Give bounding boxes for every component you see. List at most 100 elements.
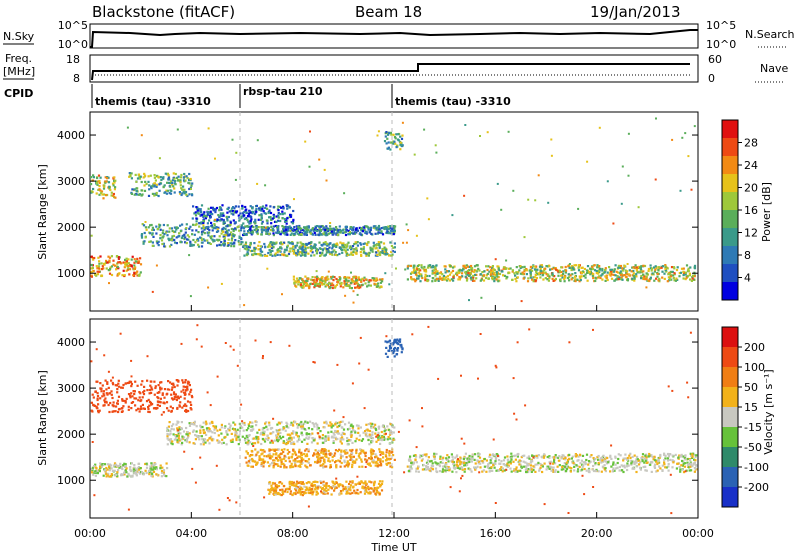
heatmap-cell xyxy=(108,466,110,468)
heatmap-cell xyxy=(447,278,449,280)
heatmap-cell xyxy=(544,268,546,270)
heatmap-cell xyxy=(436,278,438,280)
heatmap-cell xyxy=(175,173,177,175)
heatmap-cell xyxy=(167,178,169,180)
heatmap-cell xyxy=(341,244,343,246)
heatmap-cell xyxy=(148,175,150,177)
heatmap-cell xyxy=(394,143,396,145)
heatmap-cell xyxy=(380,463,382,465)
heatmap-cell xyxy=(215,226,217,228)
heatmap-cell xyxy=(273,466,275,468)
heatmap-cell xyxy=(152,241,154,243)
heatmap-cell xyxy=(275,457,277,459)
heatmap-cell xyxy=(619,267,621,269)
heatmap-cell xyxy=(91,264,93,266)
heatmap-cell xyxy=(565,266,567,268)
heatmap-cell xyxy=(284,455,286,457)
heatmap-cell xyxy=(248,222,250,224)
heatmap-cell xyxy=(573,469,575,471)
heatmap-cell xyxy=(226,225,228,227)
heatmap-cell xyxy=(340,466,342,468)
heatmap-cell xyxy=(280,242,282,244)
heatmap-cell xyxy=(206,239,208,241)
heatmap-cell xyxy=(233,245,235,247)
heatmap-cell xyxy=(195,217,197,219)
heatmap-cell xyxy=(163,472,165,474)
heatmap-cell xyxy=(431,280,433,282)
heatmap-cell xyxy=(390,132,392,134)
heatmap-cell xyxy=(661,271,663,273)
heatmap-cell xyxy=(604,271,606,273)
heatmap-cell xyxy=(504,275,506,277)
heatmap-cell xyxy=(546,278,548,280)
heatmap-cell xyxy=(622,270,624,272)
heatmap-cell xyxy=(263,427,265,429)
heatmap-cell xyxy=(289,460,291,462)
colorbar-tick-label: 4 xyxy=(744,272,751,285)
heatmap-cell xyxy=(272,218,274,220)
heatmap-cell xyxy=(275,434,277,436)
heatmap-cell xyxy=(480,273,482,275)
heatmap-cell xyxy=(203,227,205,229)
heatmap-cell xyxy=(620,265,622,267)
heatmap-cell xyxy=(535,271,537,273)
heatmap-cell xyxy=(638,271,640,273)
heatmap-cell xyxy=(344,244,346,246)
heatmap-cell xyxy=(343,460,345,462)
heatmap-cell xyxy=(233,242,235,244)
heatmap-cell xyxy=(428,218,430,220)
heatmap-cell xyxy=(263,461,265,463)
heatmap-cell xyxy=(197,238,199,240)
heatmap-cell xyxy=(684,132,686,134)
heatmap-cell xyxy=(393,426,395,428)
heatmap-cell xyxy=(402,242,404,244)
heatmap-cell xyxy=(151,224,153,226)
heatmap-cell xyxy=(308,458,310,460)
heatmap-cell xyxy=(125,383,127,385)
heatmap-cell xyxy=(355,247,357,249)
heatmap-cell xyxy=(527,199,529,201)
heatmap-cell xyxy=(673,267,675,269)
heatmap-cell xyxy=(680,272,682,274)
heatmap-cell xyxy=(379,247,381,249)
heatmap-cell xyxy=(290,234,292,236)
heatmap-cell xyxy=(243,214,245,216)
heatmap-cell xyxy=(146,472,148,474)
heatmap-cell xyxy=(268,216,270,218)
heatmap-cell xyxy=(510,267,512,269)
heatmap-cell xyxy=(189,441,191,443)
heatmap-cell xyxy=(532,265,534,267)
heatmap-cell xyxy=(466,279,468,281)
heatmap-cell xyxy=(167,224,169,226)
colorbar-swatch xyxy=(722,282,738,301)
heatmap-cell xyxy=(219,235,221,237)
heatmap-cell xyxy=(360,426,362,428)
heatmap-cell xyxy=(333,432,335,434)
heatmap-cell xyxy=(160,398,162,400)
heatmap-cell xyxy=(251,458,253,460)
heatmap-cell xyxy=(346,253,348,255)
heatmap-cell xyxy=(230,231,232,233)
heatmap-cell xyxy=(320,229,322,231)
heatmap-cell xyxy=(344,295,346,297)
heatmap-cell xyxy=(305,247,307,249)
heatmap-cell xyxy=(359,457,361,459)
heatmap-cell xyxy=(161,467,163,469)
heatmap-cell xyxy=(244,424,246,426)
heatmap-cell xyxy=(246,462,248,464)
heatmap-cell xyxy=(254,248,256,250)
heatmap-cell xyxy=(668,470,670,472)
heatmap-cell xyxy=(282,436,284,438)
heatmap-cell xyxy=(138,391,140,393)
heatmap-cell xyxy=(294,233,296,235)
heatmap-cell xyxy=(295,483,297,485)
heatmap-cell xyxy=(131,193,133,195)
heatmap-cell xyxy=(512,190,514,192)
heatmap-cell xyxy=(284,233,286,235)
heatmap-cell xyxy=(218,239,220,241)
heatmap-cell xyxy=(347,242,349,244)
heatmap-cell xyxy=(134,188,136,190)
heatmap-cell xyxy=(311,483,313,485)
heatmap-cell xyxy=(203,422,205,424)
heatmap-cell xyxy=(220,433,222,435)
